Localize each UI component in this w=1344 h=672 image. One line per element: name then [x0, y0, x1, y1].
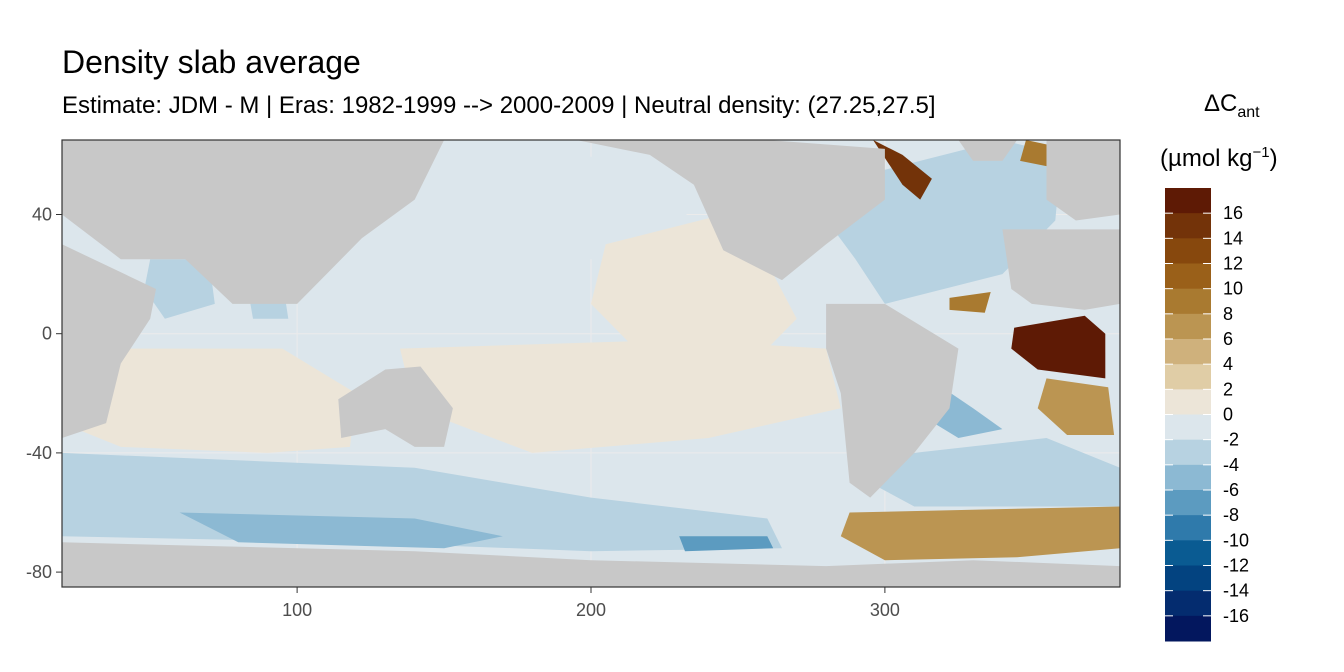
legend-label: 6 [1223, 329, 1233, 349]
legend-swatch [1165, 288, 1211, 315]
y-tick-label: 40 [32, 205, 52, 225]
legend-label: -16 [1223, 606, 1249, 626]
region-ross-sea [679, 536, 774, 552]
legend-colorbar: 16 14 12 10 8 6 4 2 0 -2 -4 -6 -8 -10 -12 -14 -16 [1165, 188, 1249, 642]
legend-unit-suffix: ) [1269, 144, 1278, 172]
legend-label: 4 [1223, 354, 1233, 374]
legend-title-main: ΔC [1204, 90, 1238, 117]
legend-label: -6 [1223, 480, 1239, 500]
land-antarctica [62, 542, 1120, 587]
region-indian-ocean [62, 348, 356, 453]
land-africa-east [62, 244, 156, 438]
y-tick-label: -40 [26, 443, 52, 463]
region-equatorial-pacific [400, 339, 841, 453]
region-arabian-sea [144, 259, 215, 319]
land-eurasia-west [62, 140, 445, 304]
legend-swatch [1165, 389, 1211, 415]
y-tick-label: 0 [42, 324, 52, 344]
legend-label: -14 [1223, 581, 1249, 601]
legend-swatch [1165, 540, 1211, 566]
x-tick-label: 200 [576, 600, 606, 620]
x-tick-label: 300 [870, 600, 900, 620]
legend-swatch [1165, 590, 1211, 617]
legend-label: 12 [1223, 254, 1243, 274]
legend-swatch [1165, 263, 1211, 290]
legend-label: 8 [1223, 304, 1233, 324]
x-tick-label: 100 [282, 600, 312, 620]
land-australia [338, 366, 453, 447]
chart-title: Density slab average [62, 44, 361, 80]
legend-swatch [1165, 439, 1211, 466]
region-southern-ocean-deep [179, 512, 503, 549]
legend-label: -4 [1223, 455, 1239, 475]
legend-swatch [1165, 213, 1211, 239]
legend-label: 2 [1223, 379, 1233, 399]
legend-swatch [1165, 490, 1211, 516]
legend-swatch [1165, 515, 1211, 541]
legend-label: -10 [1223, 530, 1249, 550]
legend-label: 16 [1223, 203, 1243, 223]
legend-swatch [1165, 414, 1211, 441]
legend-label: 10 [1223, 279, 1243, 299]
land-europe [1046, 140, 1120, 221]
legend-swatch [1165, 364, 1211, 390]
legend-label: -8 [1223, 505, 1239, 525]
legend-label: -12 [1223, 556, 1249, 576]
legend-unit-prefix: (µmol kg [1160, 144, 1253, 172]
region-labrador [873, 140, 932, 200]
y-tick-label: -80 [26, 562, 52, 582]
legend-swatch [1165, 339, 1211, 365]
legend-swatch [1165, 313, 1211, 340]
region-gulf-of-guinea [1011, 315, 1106, 379]
legend-title-sub: ant [1237, 103, 1260, 121]
legend-label: 14 [1223, 228, 1243, 248]
region-weddell-warm [840, 506, 1120, 561]
region-subtropical-atlantic [949, 292, 991, 313]
legend-label: 0 [1223, 405, 1233, 425]
land-south-america [826, 303, 959, 498]
legend-swatch [1165, 565, 1211, 592]
chart-subtitle: Estimate: JDM - M | Eras: 1982-1999 --> … [62, 92, 936, 119]
legend-swatch [1165, 238, 1211, 264]
region-benguela [1037, 378, 1115, 435]
legend-swatch [1165, 615, 1211, 642]
region-south-atlantic [870, 438, 1120, 507]
legend-label: -2 [1223, 430, 1239, 450]
land-north-america [576, 140, 885, 281]
map-panel [62, 140, 1120, 587]
legend-swatch [1165, 464, 1211, 491]
land-greenland [958, 140, 1018, 161]
land-africa [1002, 229, 1120, 310]
legend-title: ΔCant (µmol kg−1) [1160, 84, 1320, 179]
legend-swatch [1165, 188, 1211, 214]
legend-unit-sup: −1 [1252, 143, 1270, 161]
